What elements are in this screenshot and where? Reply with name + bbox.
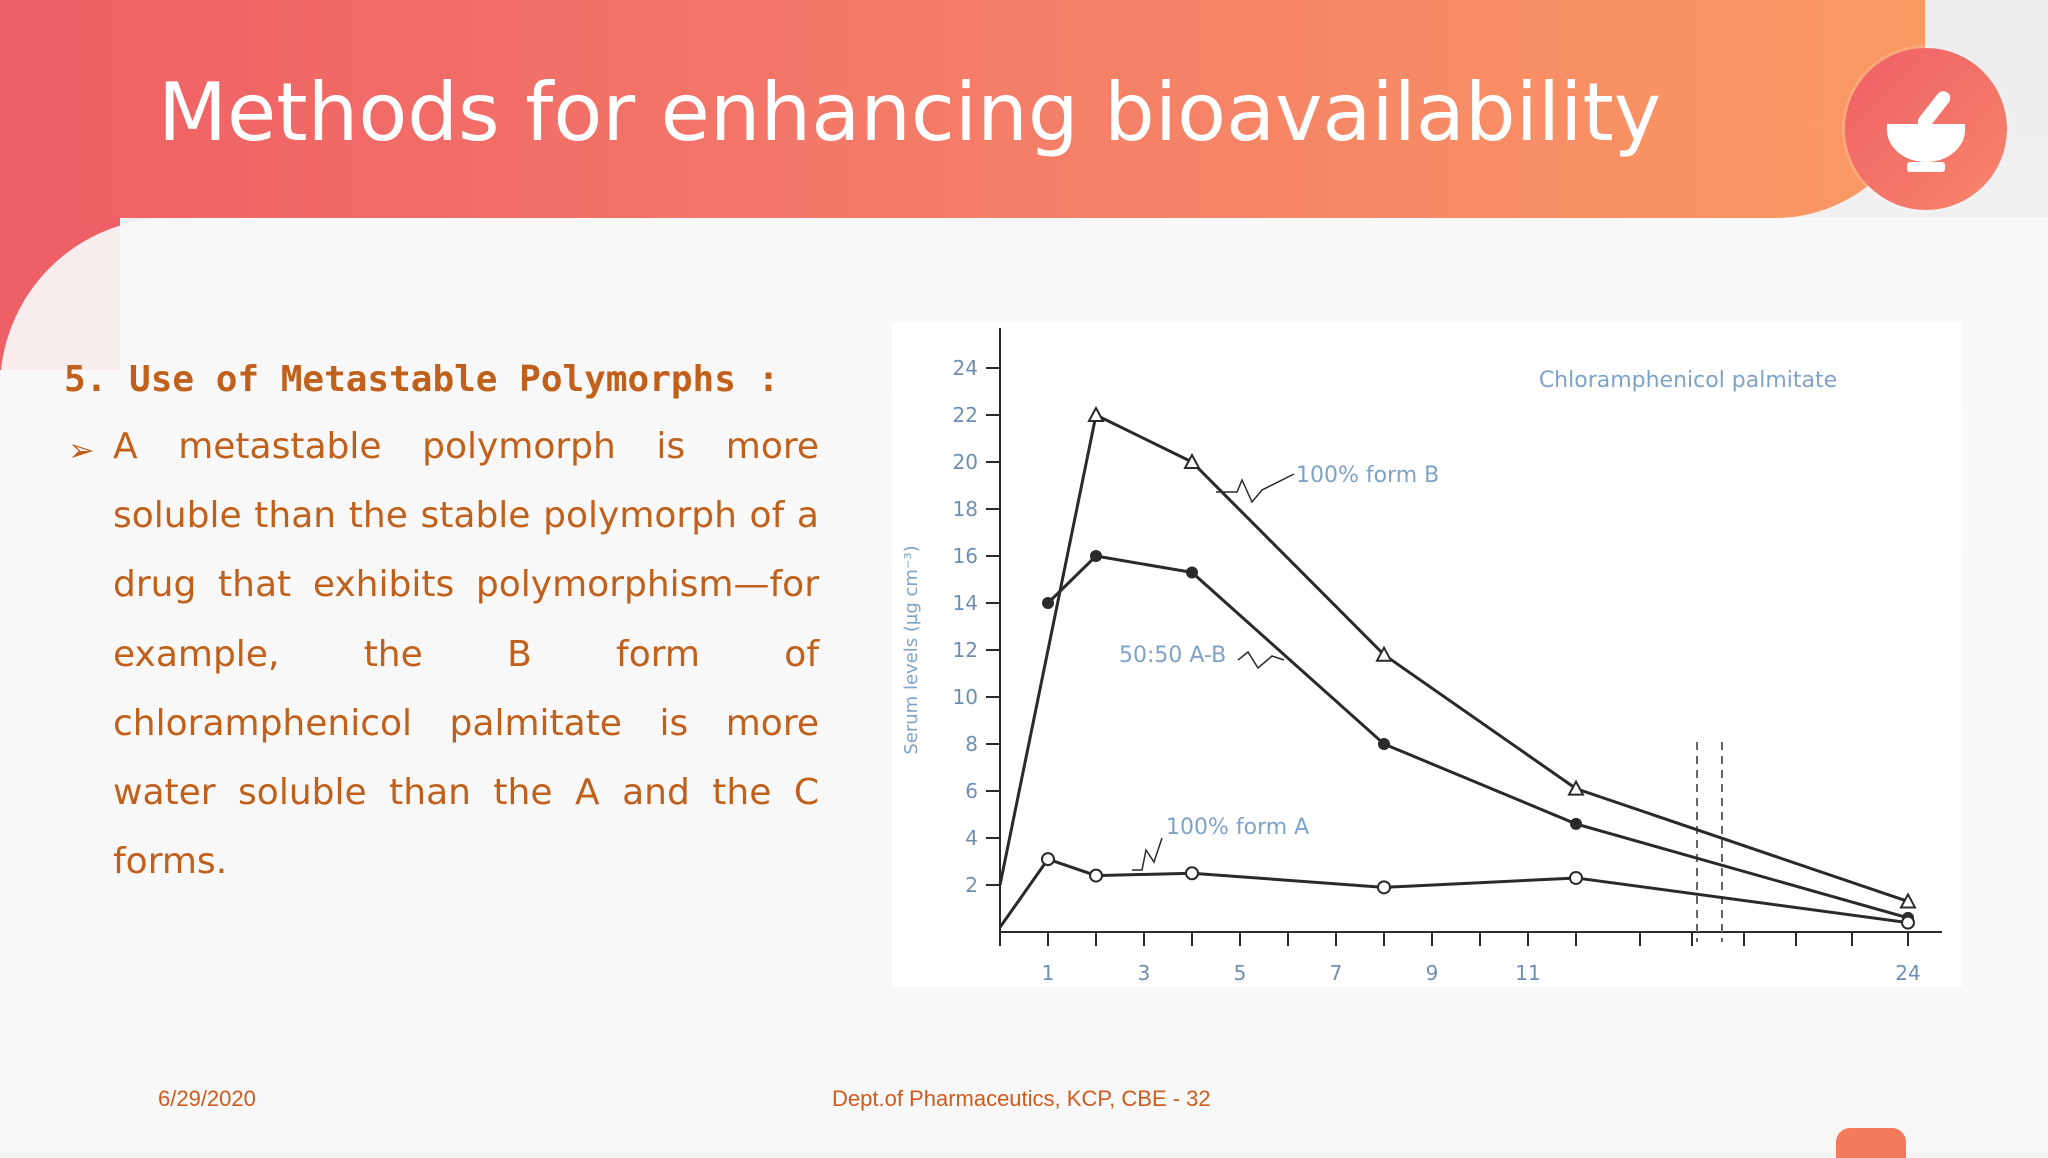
data-point-filled bbox=[1042, 597, 1054, 609]
y-tick-label: 10 bbox=[953, 685, 978, 709]
annotation-leader bbox=[1216, 473, 1295, 504]
y-tick-label: 22 bbox=[953, 403, 978, 427]
corner-decoration bbox=[1836, 1128, 1906, 1158]
y-tick-label: 20 bbox=[953, 450, 978, 474]
logo-badge bbox=[1845, 48, 2007, 210]
x-tick-label: 11 bbox=[1515, 961, 1540, 985]
x-tick-label: 5 bbox=[1234, 961, 1247, 985]
x-tick-label: 3 bbox=[1138, 961, 1151, 985]
header-band bbox=[0, 0, 1925, 218]
bullet-text: A metastable polymorph is more soluble t… bbox=[113, 426, 819, 883]
series-line-2 bbox=[1046, 554, 1909, 920]
annotation-leader bbox=[1237, 650, 1285, 670]
series-label-3: 100% form A bbox=[1166, 815, 1309, 840]
y-tick-label: 6 bbox=[965, 779, 978, 803]
data-point-open bbox=[1041, 852, 1055, 867]
annotation-leader bbox=[1132, 837, 1163, 871]
y-tick-label: 18 bbox=[953, 497, 978, 521]
x-tick-label: 7 bbox=[1330, 961, 1343, 985]
data-point-triangle bbox=[1899, 892, 1917, 909]
data-point-open bbox=[1185, 866, 1199, 881]
data-point-triangle bbox=[1375, 645, 1393, 662]
footer-date: 6/29/2020 bbox=[158, 1086, 256, 1111]
footer-dept: Dept.of Pharmaceutics, KCP, CBE - 32 bbox=[832, 1086, 1211, 1111]
series-label-2: 50:50 A-B bbox=[1119, 643, 1226, 668]
data-point-filled bbox=[1378, 738, 1390, 750]
mortar-pestle-icon bbox=[1887, 91, 1965, 172]
section-heading: 5. Use of Metastable Polymorphs : bbox=[64, 359, 780, 400]
data-point-open bbox=[1089, 868, 1103, 883]
y-tick-label: 24 bbox=[953, 356, 978, 380]
data-point-open bbox=[1377, 880, 1391, 895]
y-tick-label: 8 bbox=[965, 732, 978, 756]
serum-level-chart: 2 4 6 8 10 12 14 16 18 20 22 24 1 3 5 7 9 11 24 Serum level… bbox=[892, 322, 1962, 987]
y-axis-label: Serum levels (µg cm⁻³) bbox=[901, 545, 922, 754]
data-point-filled bbox=[1570, 817, 1582, 830]
y-tick-label: 14 bbox=[953, 591, 978, 615]
data-point-filled bbox=[1186, 566, 1198, 579]
data-point-open bbox=[1569, 870, 1583, 885]
y-tick-label: 4 bbox=[965, 826, 978, 850]
y-tick-label: 2 bbox=[965, 873, 978, 897]
data-point-triangle bbox=[1087, 405, 1105, 422]
series-line-1 bbox=[998, 412, 1909, 903]
data-point-open bbox=[1901, 915, 1915, 930]
arrowhead-bullet-icon: ➢ bbox=[68, 431, 95, 469]
series-label-1: 100% form B bbox=[1296, 463, 1439, 488]
x-tick-label: 1 bbox=[1042, 961, 1055, 985]
slide-title: Methods for enhancing bioavailability bbox=[158, 66, 1662, 159]
chart-title: Chloramphenicol palmitate bbox=[1539, 368, 1837, 393]
y-tick-label: 16 bbox=[953, 544, 978, 568]
y-tick-label: 12 bbox=[953, 638, 978, 662]
data-point-triangle bbox=[1567, 779, 1585, 796]
x-tick-label: 24 bbox=[1895, 961, 1920, 985]
x-tick-label: 9 bbox=[1426, 961, 1439, 985]
data-point-filled bbox=[1090, 550, 1102, 562]
data-point-triangle bbox=[1183, 452, 1201, 469]
